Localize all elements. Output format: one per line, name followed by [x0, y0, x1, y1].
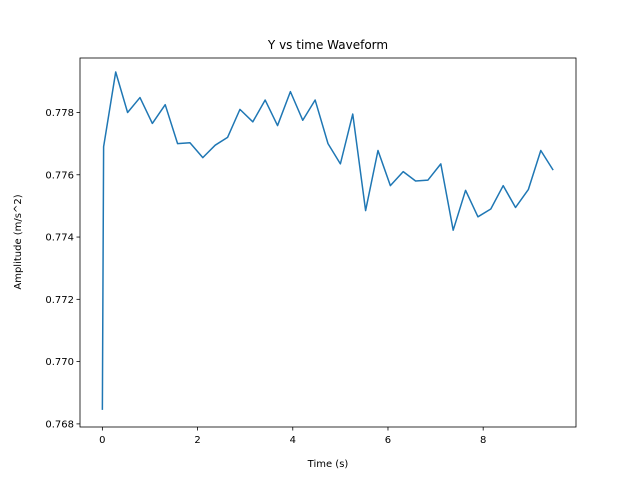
axes-frame [79, 57, 577, 428]
plot-area: 0 2 4 6 8 0.768 0.770 0.772 0.774 0.776 0.778 [45, 57, 577, 446]
x-tick-label: 0 [99, 435, 105, 446]
x-tick-label: 6 [385, 435, 391, 446]
chart-title: Y vs time Waveform [267, 38, 388, 52]
x-axis-label: Time (s) [307, 459, 349, 470]
x-tick-label: 4 [290, 435, 296, 446]
y-axis-label: Amplitude (m/s^2) [13, 194, 24, 289]
y-tick-label: 0.770 [45, 357, 74, 368]
y-tick-label: 0.772 [45, 295, 74, 306]
y-tick-label: 0.776 [45, 170, 74, 181]
x-tick-label: 8 [480, 435, 486, 446]
y-tick-label: 0.768 [45, 419, 74, 430]
series-line-0 [101, 71, 554, 410]
x-tick-label: 2 [194, 435, 200, 446]
y-tick-label: 0.774 [45, 233, 74, 244]
y-tick-label: 0.778 [45, 108, 74, 119]
